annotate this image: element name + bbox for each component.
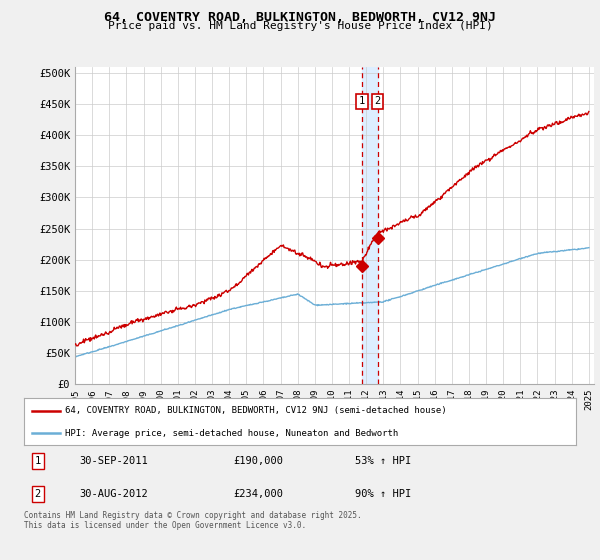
Text: Price paid vs. HM Land Registry's House Price Index (HPI): Price paid vs. HM Land Registry's House … <box>107 21 493 31</box>
Text: HPI: Average price, semi-detached house, Nuneaton and Bedworth: HPI: Average price, semi-detached house,… <box>65 429 398 438</box>
Text: 2: 2 <box>35 489 41 499</box>
Text: £190,000: £190,000 <box>234 456 284 466</box>
Text: 64, COVENTRY ROAD, BULKINGTON, BEDWORTH, CV12 9NJ (semi-detached house): 64, COVENTRY ROAD, BULKINGTON, BEDWORTH,… <box>65 407 447 416</box>
Text: 2: 2 <box>374 96 381 106</box>
Text: 1: 1 <box>359 96 365 106</box>
Text: Contains HM Land Registry data © Crown copyright and database right 2025.
This d: Contains HM Land Registry data © Crown c… <box>24 511 362 530</box>
Bar <box>362 67 377 384</box>
Text: 30-AUG-2012: 30-AUG-2012 <box>79 489 148 499</box>
Text: 53% ↑ HPI: 53% ↑ HPI <box>355 456 412 466</box>
Text: 30-SEP-2011: 30-SEP-2011 <box>79 456 148 466</box>
Text: 1: 1 <box>35 456 41 466</box>
Text: 90% ↑ HPI: 90% ↑ HPI <box>355 489 412 499</box>
Text: 64, COVENTRY ROAD, BULKINGTON, BEDWORTH, CV12 9NJ: 64, COVENTRY ROAD, BULKINGTON, BEDWORTH,… <box>104 11 496 24</box>
Text: £234,000: £234,000 <box>234 489 284 499</box>
